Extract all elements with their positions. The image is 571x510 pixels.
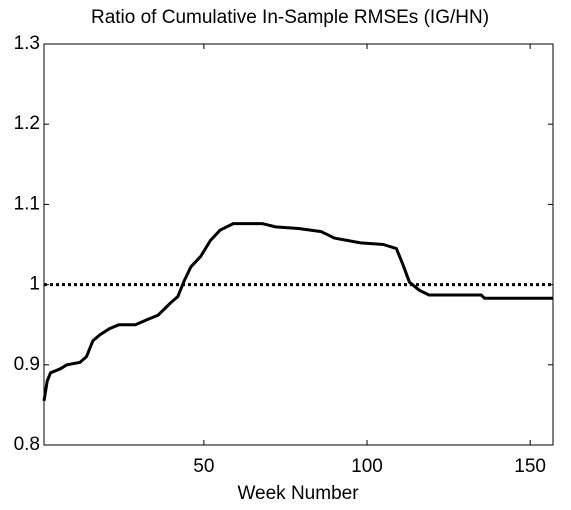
- chart-title: Ratio of Cumulative In-Sample RMSEs (IG/…: [91, 7, 489, 28]
- y-tick-label: 1.1: [14, 193, 40, 214]
- x-tick-label: 100: [351, 456, 383, 477]
- x-tick-label: 50: [193, 456, 214, 477]
- x-axis-label: Week Number: [237, 483, 359, 504]
- y-tick-label: 1.3: [14, 33, 40, 54]
- y-tick-label: 1.2: [14, 113, 40, 134]
- x-tick-label: 150: [514, 456, 546, 477]
- data-line: [42, 222, 553, 402]
- plot-frame: [43, 43, 554, 446]
- y-tick-label: 0.9: [14, 354, 40, 375]
- y-tick-label: 1: [29, 274, 40, 295]
- y-tick-label: 0.8: [14, 434, 40, 455]
